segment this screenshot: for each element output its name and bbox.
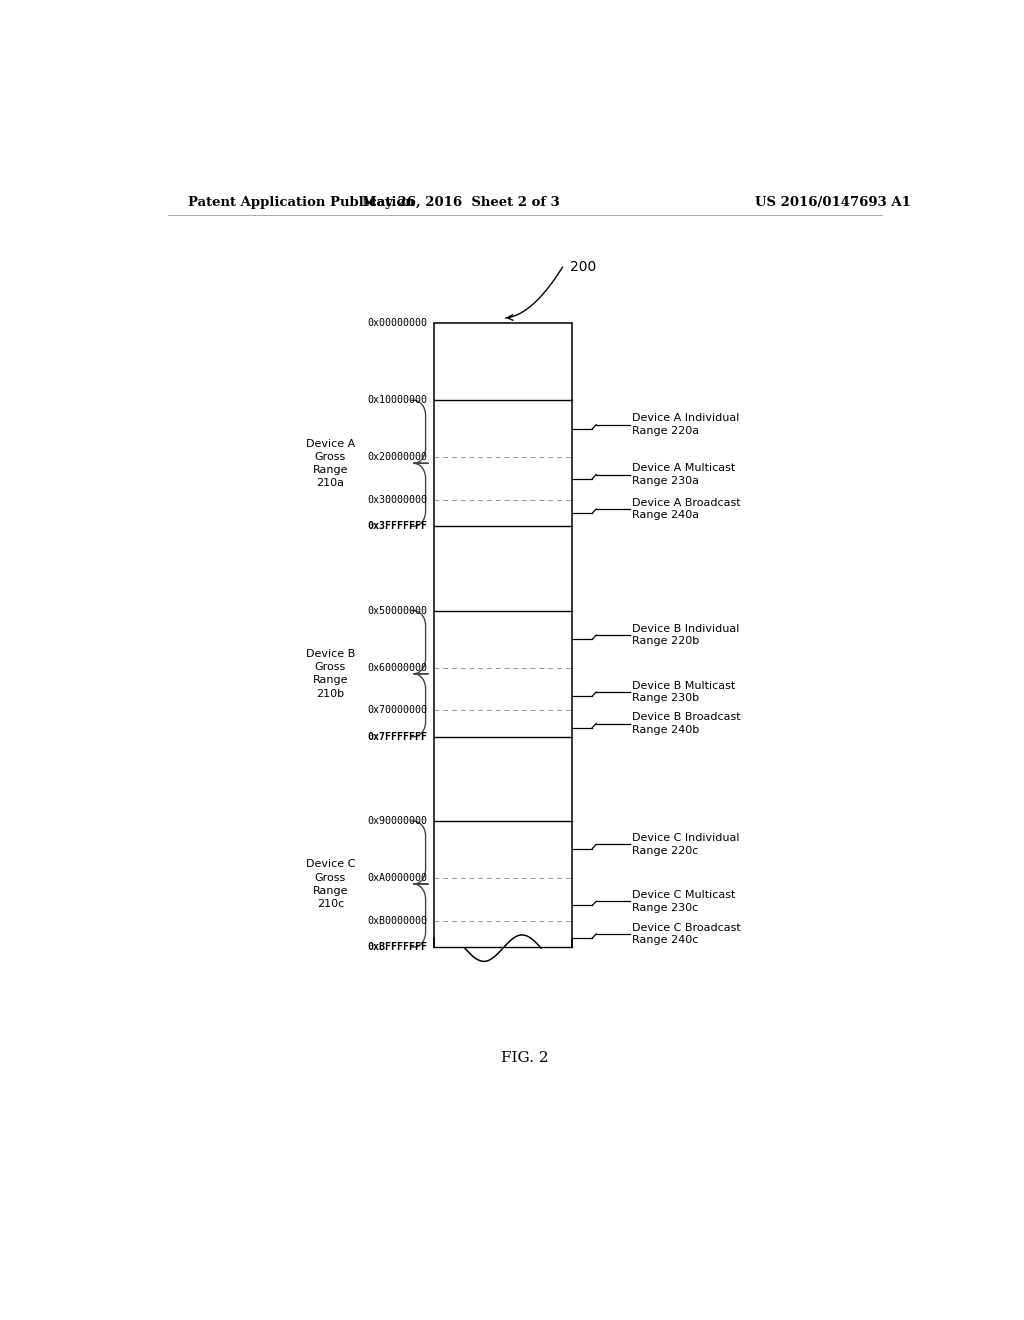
Text: 0x70000000: 0x70000000 bbox=[368, 705, 427, 715]
Text: 0x10000000: 0x10000000 bbox=[368, 395, 427, 405]
Text: Device B Broadcast
Range 240b: Device B Broadcast Range 240b bbox=[632, 711, 740, 735]
Text: 0x50000000: 0x50000000 bbox=[368, 606, 427, 615]
Text: Device B Individual
Range 220b: Device B Individual Range 220b bbox=[632, 623, 739, 647]
Text: Device A
Gross
Range
210a: Device A Gross Range 210a bbox=[306, 438, 355, 488]
Text: 0x30000000: 0x30000000 bbox=[368, 495, 427, 506]
Text: 0x90000000: 0x90000000 bbox=[368, 816, 427, 826]
Text: 200: 200 bbox=[570, 260, 597, 275]
Text: Device C
Gross
Range
210c: Device C Gross Range 210c bbox=[306, 859, 355, 909]
Text: Device C Broadcast
Range 240c: Device C Broadcast Range 240c bbox=[632, 923, 740, 945]
Text: US 2016/0147693 A1: US 2016/0147693 A1 bbox=[755, 195, 910, 209]
Text: Patent Application Publication: Patent Application Publication bbox=[187, 195, 415, 209]
Text: 0xBFFFFFFF: 0xBFFFFFFF bbox=[368, 942, 427, 952]
Text: Device B Multicast
Range 230b: Device B Multicast Range 230b bbox=[632, 681, 735, 704]
Text: 0xA0000000: 0xA0000000 bbox=[368, 873, 427, 883]
Text: FIG. 2: FIG. 2 bbox=[501, 1051, 549, 1065]
Text: Device B
Gross
Range
210b: Device B Gross Range 210b bbox=[306, 649, 355, 698]
Text: 0x60000000: 0x60000000 bbox=[368, 663, 427, 673]
Text: 0x7FFFFFFF: 0x7FFFFFFF bbox=[368, 731, 427, 742]
Text: Device A Individual
Range 220a: Device A Individual Range 220a bbox=[632, 413, 739, 436]
Text: Device A Multicast
Range 230a: Device A Multicast Range 230a bbox=[632, 463, 735, 486]
Text: 0xB0000000: 0xB0000000 bbox=[368, 916, 427, 925]
Text: 0x3FFFFFFF: 0x3FFFFFFF bbox=[368, 521, 427, 532]
Text: 0x20000000: 0x20000000 bbox=[368, 453, 427, 462]
Text: 0x00000000: 0x00000000 bbox=[368, 318, 427, 329]
Text: Device C Individual
Range 220c: Device C Individual Range 220c bbox=[632, 833, 739, 855]
Text: Device A Broadcast
Range 240a: Device A Broadcast Range 240a bbox=[632, 498, 740, 520]
Text: Device C Multicast
Range 230c: Device C Multicast Range 230c bbox=[632, 890, 735, 913]
Text: May 26, 2016  Sheet 2 of 3: May 26, 2016 Sheet 2 of 3 bbox=[362, 195, 560, 209]
